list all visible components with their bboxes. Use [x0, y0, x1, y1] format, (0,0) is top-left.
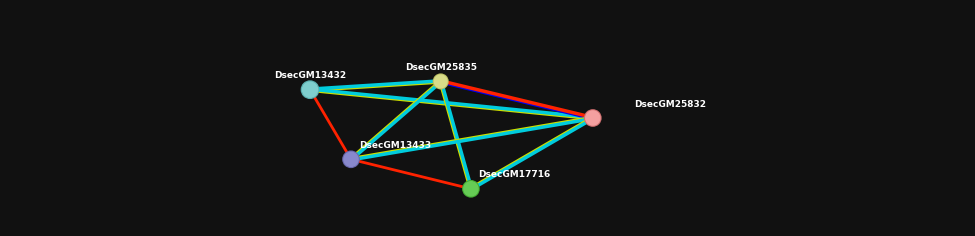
Ellipse shape	[433, 74, 448, 89]
Text: DsecGM25835: DsecGM25835	[405, 63, 477, 72]
Ellipse shape	[586, 111, 600, 125]
Ellipse shape	[585, 110, 601, 126]
Ellipse shape	[343, 151, 359, 168]
Text: DsecGM13432: DsecGM13432	[274, 71, 346, 80]
Text: DsecGM13433: DsecGM13433	[359, 141, 431, 150]
Ellipse shape	[302, 82, 318, 97]
Ellipse shape	[434, 75, 448, 88]
Text: DsecGM25832: DsecGM25832	[634, 100, 706, 109]
Ellipse shape	[344, 152, 358, 166]
Text: DsecGM17716: DsecGM17716	[478, 170, 550, 179]
Ellipse shape	[463, 181, 479, 197]
Ellipse shape	[301, 81, 319, 98]
Ellipse shape	[464, 182, 478, 196]
